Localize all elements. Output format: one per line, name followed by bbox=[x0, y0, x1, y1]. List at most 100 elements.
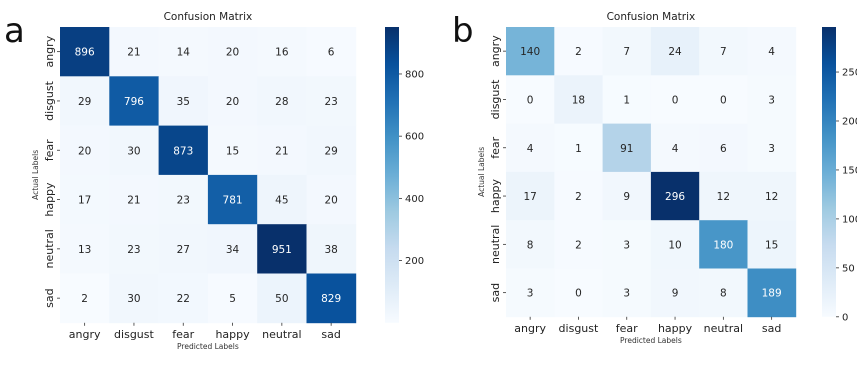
cell-value-label: 34 bbox=[226, 244, 240, 256]
heatmap-cell bbox=[602, 27, 652, 76]
heatmap-cell bbox=[650, 171, 700, 221]
heatmap-cell bbox=[699, 123, 748, 173]
cell-value-label: 2 bbox=[575, 239, 582, 251]
chart-title: Confusion Matrix bbox=[607, 11, 696, 23]
cell-value-label: 1 bbox=[623, 94, 630, 106]
cell-value-label: 20 bbox=[324, 195, 337, 207]
cell-value-label: 13 bbox=[78, 244, 91, 256]
heatmap-cell bbox=[207, 27, 258, 77]
y-axis-label: Actual Labels bbox=[31, 150, 40, 200]
heatmap-cell bbox=[306, 224, 357, 274]
cell-value-label: 951 bbox=[272, 244, 292, 256]
heatmap-cell bbox=[506, 27, 555, 76]
heatmap-cell bbox=[650, 220, 700, 269]
cell-value-label: 296 bbox=[665, 191, 685, 203]
heatmap-cell bbox=[158, 27, 209, 77]
heatmap-cell bbox=[602, 123, 652, 173]
heatmap-cell bbox=[747, 268, 797, 318]
heatmap-cell bbox=[257, 174, 307, 225]
cell-value-label: 30 bbox=[127, 293, 140, 305]
heatmap-cell bbox=[109, 224, 159, 274]
heatmap-cell bbox=[554, 75, 603, 124]
cell-value-label: 23 bbox=[177, 195, 190, 207]
x-tick-label: happy bbox=[215, 328, 250, 341]
heatmap-cell bbox=[158, 273, 209, 324]
x-tick-label: angry bbox=[69, 328, 101, 341]
y-tick-label: fear bbox=[43, 139, 56, 161]
cell-value-label: 873 bbox=[173, 145, 193, 157]
cell-value-label: 20 bbox=[226, 47, 239, 59]
cell-value-label: 0 bbox=[672, 94, 679, 106]
heatmap-cell bbox=[506, 171, 555, 221]
cell-value-label: 35 bbox=[177, 96, 190, 108]
colorbar-tick-label: 400 bbox=[405, 194, 424, 205]
heatmap-cell bbox=[60, 174, 110, 225]
y-tick-label: angry bbox=[43, 35, 56, 67]
x-tick-label: neutral bbox=[262, 328, 301, 341]
heatmap-cell bbox=[109, 125, 159, 176]
heatmap-cell bbox=[109, 273, 159, 324]
chart-title: Confusion Matrix bbox=[164, 11, 253, 23]
cell-value-label: 180 bbox=[713, 239, 733, 251]
heatmap-cell bbox=[650, 27, 700, 76]
heatmap-cell bbox=[602, 75, 652, 124]
heatmap-cell bbox=[554, 171, 603, 221]
cell-value-label: 21 bbox=[275, 145, 288, 157]
heatmap-cell bbox=[554, 27, 603, 76]
cell-value-label: 2 bbox=[575, 46, 582, 58]
y-tick-label: angry bbox=[489, 35, 502, 67]
heatmap-cell bbox=[747, 171, 797, 221]
x-axis-label: Predicted Labels bbox=[620, 336, 682, 345]
colorbar-tick-label: 200 bbox=[405, 256, 424, 267]
heatmap-cell bbox=[60, 224, 110, 274]
cell-value-label: 7 bbox=[623, 46, 630, 58]
cell-value-label: 17 bbox=[78, 195, 91, 207]
y-tick-label: sad bbox=[489, 283, 502, 302]
cell-value-label: 20 bbox=[226, 96, 239, 108]
x-tick-label: angry bbox=[514, 322, 546, 335]
heatmap-cell bbox=[747, 123, 797, 173]
cell-value-label: 6 bbox=[720, 143, 727, 155]
cell-value-label: 140 bbox=[520, 46, 540, 58]
cell-value-label: 0 bbox=[527, 94, 534, 106]
cell-value-label: 4 bbox=[527, 143, 534, 155]
cell-value-label: 24 bbox=[668, 46, 682, 58]
colorbar bbox=[385, 27, 399, 323]
cell-value-label: 23 bbox=[127, 244, 140, 256]
cell-value-label: 796 bbox=[124, 96, 144, 108]
y-tick-label: disgust bbox=[43, 80, 56, 120]
x-tick-label: fear bbox=[172, 328, 194, 341]
cell-value-label: 4 bbox=[768, 46, 775, 58]
heatmap-cell bbox=[602, 268, 652, 318]
cell-value-label: 15 bbox=[765, 239, 778, 251]
cell-value-label: 12 bbox=[765, 191, 778, 203]
panel-label: a bbox=[4, 11, 25, 51]
cell-value-label: 896 bbox=[75, 47, 95, 59]
heatmap-cell bbox=[257, 125, 307, 176]
heatmap-cell bbox=[506, 75, 555, 124]
panel-label: b bbox=[452, 11, 474, 51]
cell-value-label: 22 bbox=[177, 293, 190, 305]
heatmap-cell bbox=[650, 75, 700, 124]
heatmap-cell bbox=[699, 268, 748, 318]
heatmap-cell bbox=[207, 224, 258, 274]
colorbar-tick-label: 600 bbox=[405, 132, 424, 143]
colorbar-tick-label: 0 bbox=[842, 312, 848, 323]
heatmap-cell bbox=[158, 224, 209, 274]
heatmap-cell bbox=[60, 125, 110, 176]
cell-value-label: 5 bbox=[229, 293, 236, 305]
cell-value-label: 9 bbox=[672, 288, 679, 300]
x-tick-label: neutral bbox=[704, 322, 743, 335]
heatmap-cell bbox=[306, 27, 357, 77]
cell-value-label: 23 bbox=[324, 96, 337, 108]
colorbar-tick-label: 800 bbox=[405, 69, 424, 80]
heatmap-cell bbox=[506, 123, 555, 173]
cell-value-label: 4 bbox=[672, 143, 679, 155]
x-tick-label: disgust bbox=[559, 322, 599, 335]
heatmap-cell bbox=[158, 76, 209, 126]
cell-value-label: 17 bbox=[523, 191, 536, 203]
heatmap-cell bbox=[207, 76, 258, 126]
heatmap-cell bbox=[699, 171, 748, 221]
cell-value-label: 18 bbox=[572, 94, 585, 106]
